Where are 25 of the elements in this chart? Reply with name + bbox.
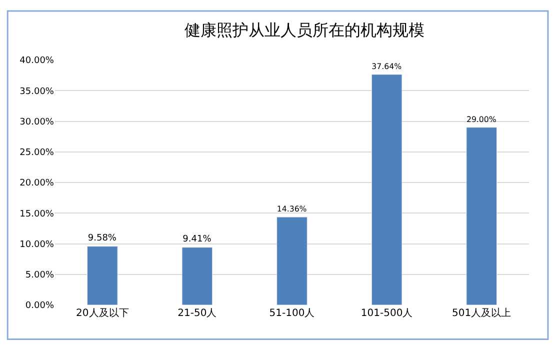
bar <box>86 246 118 305</box>
x-tick-label: 51-100人 <box>269 308 315 319</box>
data-label: 29.00% <box>466 114 497 124</box>
y-tick-label: 15.00% <box>20 209 54 220</box>
y-tick-label: 0.00% <box>25 301 54 312</box>
bar <box>182 247 213 305</box>
y-tick-label: 5.00% <box>25 270 54 281</box>
bar <box>371 74 402 305</box>
y-tick-label: 20.00% <box>20 178 54 189</box>
data-label: 9.41% <box>182 234 212 244</box>
x-tick-label: 21-50人 <box>178 308 217 319</box>
y-tick-label: 25.00% <box>20 148 54 158</box>
x-tick-label: 20人及以下 <box>76 307 129 319</box>
y-tick-label: 40.00% <box>20 56 54 66</box>
data-label: 9.58% <box>88 233 117 244</box>
bar <box>466 127 498 305</box>
y-tick-label: 35.00% <box>20 86 54 97</box>
x-tick-label: 501人及以上 <box>452 307 512 319</box>
chart-title: 健康照护从业人员所在的机构规模 <box>184 20 425 40</box>
data-label: 37.64% <box>372 62 402 71</box>
y-tick-label: 30.00% <box>20 117 54 128</box>
y-tick-label: 10.00% <box>20 240 54 250</box>
data-label: 14.36% <box>276 204 308 214</box>
x-tick-label: 101-500人 <box>360 308 413 319</box>
bar <box>276 216 308 305</box>
